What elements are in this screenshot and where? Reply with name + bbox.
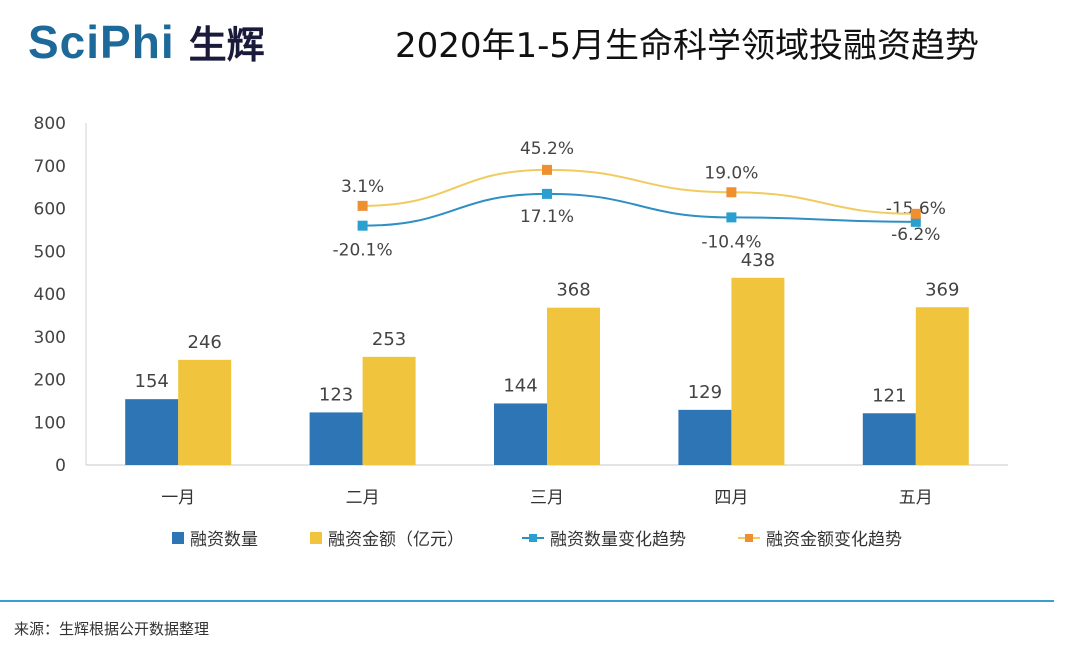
trend-data-label: 3.1%	[341, 177, 384, 197]
bar-data-label: 438	[741, 250, 775, 271]
trend-marker	[726, 212, 737, 223]
bar-amount	[178, 359, 232, 465]
bar-count	[125, 399, 179, 465]
legend-label: 融资金额（亿元）	[328, 530, 464, 550]
y-tick-label: 700	[34, 157, 66, 177]
bar-amount	[731, 277, 785, 465]
bar-data-label: 368	[556, 280, 590, 301]
bar-data-label: 129	[688, 382, 722, 403]
logo-latin: SciPhi	[28, 15, 175, 68]
chart: 0 100 200 300 400 500 600 700 800 一月 二月 三月 四月 五月 154 12…	[34, 114, 1008, 550]
y-tick-label: 200	[34, 371, 66, 391]
legend-label: 融资数量	[190, 530, 258, 550]
bar-data-label: 246	[188, 332, 222, 353]
trend-marker	[357, 200, 368, 211]
y-tick-label: 300	[34, 328, 66, 348]
x-tick-label: 一月	[161, 488, 195, 508]
bar-count	[678, 409, 732, 465]
y-tick-label: 600	[34, 200, 66, 220]
x-tick-label: 四月	[714, 488, 748, 508]
trend-marker	[910, 208, 921, 219]
bar-count	[494, 403, 547, 465]
y-tick-label: 800	[34, 114, 66, 134]
bar-data-label: 144	[503, 375, 537, 396]
bar-data-label: 123	[319, 384, 353, 405]
bar-data-label: 253	[372, 329, 406, 350]
trend-data-label: -10.4%	[701, 232, 761, 252]
trend-data-label: 17.1%	[520, 207, 574, 227]
legend-label: 融资数量变化趋势	[550, 530, 686, 550]
trend-data-label: 45.2%	[520, 139, 574, 159]
bar-amount	[915, 307, 969, 465]
y-tick-label: 500	[34, 242, 66, 262]
trend-marker	[357, 220, 368, 231]
trend-data-label: 19.0%	[704, 163, 758, 183]
legend-marker	[529, 534, 537, 542]
trend-marker	[542, 164, 552, 175]
x-tick-label: 三月	[530, 488, 564, 508]
bar-data-label: 154	[135, 371, 169, 392]
legend-swatch	[172, 532, 184, 544]
trend-data-label: -20.1%	[333, 241, 393, 261]
legend-swatch	[310, 532, 322, 544]
y-tick-label: 400	[34, 285, 66, 305]
trend-data-label: -6.2%	[891, 225, 940, 245]
trend-marker	[910, 216, 921, 227]
logo-cn: 生辉	[188, 23, 265, 67]
x-tick-label: 二月	[346, 488, 380, 508]
source-note: 来源：生辉根据公开数据整理	[14, 620, 210, 638]
trend-line-amount	[362, 168, 916, 215]
bar-count	[309, 412, 363, 465]
bar-count	[862, 413, 916, 465]
sciphi-logo: SciPhi 生辉	[28, 14, 265, 69]
trend-marker	[542, 188, 552, 199]
divider	[0, 600, 1054, 602]
bar-amount	[362, 356, 416, 465]
chart-title: 2020年1-5月生命科学领域投融资趋势	[395, 26, 980, 66]
x-tick-label: 五月	[899, 488, 933, 508]
bar-data-label: 369	[925, 279, 959, 300]
trend-line-count	[362, 192, 916, 227]
bar-amount	[547, 307, 600, 465]
legend-label: 融资金额变化趋势	[766, 530, 902, 550]
trend-marker	[726, 187, 737, 198]
y-tick-label: 0	[55, 456, 66, 476]
legend-marker	[745, 534, 753, 542]
bar-data-label: 121	[872, 385, 906, 406]
y-tick-label: 100	[34, 413, 66, 433]
